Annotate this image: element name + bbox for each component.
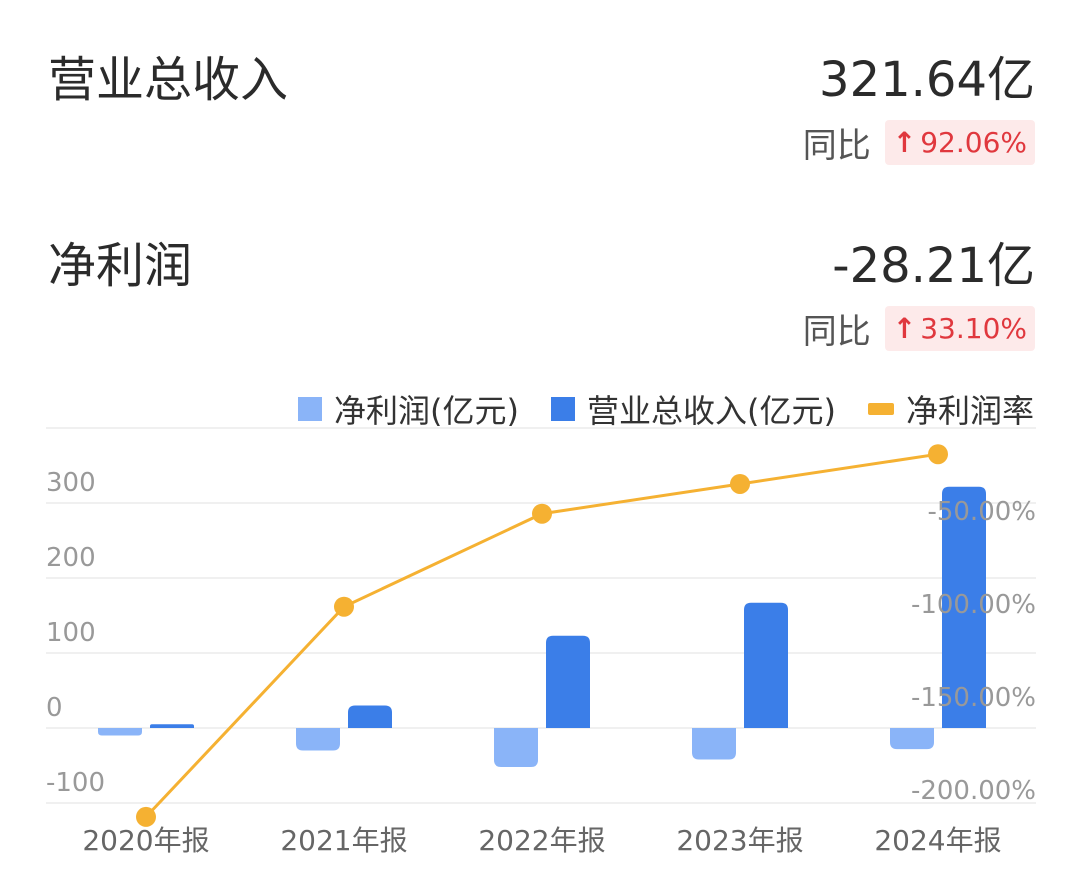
margin-point bbox=[928, 444, 948, 465]
bar-revenue bbox=[744, 602, 788, 728]
y-left-tick-label: 300 bbox=[46, 468, 96, 498]
x-tick-label: 2024年报 bbox=[874, 824, 1001, 857]
legend-swatch-margin bbox=[867, 403, 894, 415]
legend-item-revenue[interactable]: 营业总收入(亿元) bbox=[551, 386, 836, 432]
bar-revenue bbox=[348, 705, 392, 728]
y-left-tick-label: 0 bbox=[46, 693, 63, 723]
bar-revenue bbox=[546, 635, 590, 728]
up-arrow-icon: ↑ bbox=[892, 126, 917, 159]
revenue-yoy: 同比 ↑ 92.06% bbox=[803, 118, 1035, 167]
revenue-title: 营业总收入 bbox=[48, 52, 289, 108]
margin-point bbox=[532, 503, 552, 524]
profit-title: 净利润 bbox=[48, 238, 193, 294]
yoy-label: 同比 bbox=[802, 312, 871, 352]
profit-value: -28.21亿 bbox=[832, 238, 1035, 294]
legend-swatch-revenue bbox=[551, 397, 575, 421]
profit-yoy: 同比 ↑ 33.10% bbox=[803, 304, 1035, 353]
bar-profit bbox=[692, 728, 736, 760]
profit-metric: 净利润 -28.21亿 同比 ↑ 33.10% bbox=[48, 226, 1035, 366]
bar-profit bbox=[494, 728, 538, 767]
yoy-badge: ↑ 33.10% bbox=[884, 306, 1035, 351]
grid-lines bbox=[46, 427, 1036, 804]
bar-profit bbox=[98, 728, 142, 736]
right-axis-labels: -50.00% -100.00% -150.00% -200.00% bbox=[911, 497, 1036, 806]
y-left-tick-label: 100 bbox=[46, 618, 96, 648]
legend-item-profit[interactable]: 净利润(亿元) bbox=[298, 386, 519, 432]
x-tick-label: 2022年报 bbox=[478, 824, 605, 857]
y-left-tick-label: 200 bbox=[46, 543, 96, 573]
y-right-tick-label: -200.00% bbox=[911, 776, 1036, 806]
yoy-value: 33.10% bbox=[920, 312, 1027, 345]
x-axis-labels: 2020年报 2021年报 2022年报 2023年报 2024年报 bbox=[82, 824, 1001, 857]
bars bbox=[98, 486, 986, 767]
bar-profit bbox=[890, 728, 934, 750]
y-right-tick-label: -50.00% bbox=[927, 497, 1036, 527]
chart-legend: 净利润(亿元) 营业总收入(亿元) 净利润率 bbox=[266, 386, 1034, 432]
revenue-value: 321.64亿 bbox=[819, 52, 1035, 108]
up-arrow-icon: ↑ bbox=[892, 312, 917, 345]
margin-line bbox=[136, 444, 948, 827]
bar-revenue bbox=[942, 486, 986, 728]
margin-point bbox=[730, 473, 750, 494]
left-axis-labels: -100 0 100 200 300 bbox=[46, 468, 105, 798]
bar-revenue bbox=[150, 724, 194, 728]
x-tick-label: 2020年报 bbox=[82, 824, 209, 857]
legend-swatch-profit bbox=[298, 397, 323, 421]
yoy-label: 同比 bbox=[802, 126, 871, 166]
bar-profit bbox=[296, 728, 340, 751]
financial-chart: -100 0 100 200 300 -50.00% -100.00% -150.00% -2… bbox=[46, 427, 1036, 857]
yoy-value: 92.06% bbox=[920, 126, 1027, 159]
margin-point bbox=[136, 806, 156, 827]
margin-point bbox=[334, 596, 354, 617]
revenue-metric: 营业总收入 321.64亿 同比 ↑ 92.06% bbox=[48, 40, 1035, 180]
yoy-badge: ↑ 92.06% bbox=[884, 120, 1035, 165]
x-tick-label: 2023年报 bbox=[676, 824, 803, 857]
legend-label-profit: 净利润(亿元) bbox=[334, 392, 519, 430]
y-right-tick-label: -150.00% bbox=[911, 683, 1036, 713]
legend-item-margin[interactable]: 净利润率 bbox=[867, 386, 1034, 432]
x-tick-label: 2021年报 bbox=[280, 824, 407, 857]
y-right-tick-label: -100.00% bbox=[911, 590, 1036, 620]
y-left-tick-label: -100 bbox=[46, 768, 105, 798]
legend-label-revenue: 营业总收入(亿元) bbox=[587, 392, 836, 430]
legend-label-margin: 净利润率 bbox=[905, 392, 1034, 430]
